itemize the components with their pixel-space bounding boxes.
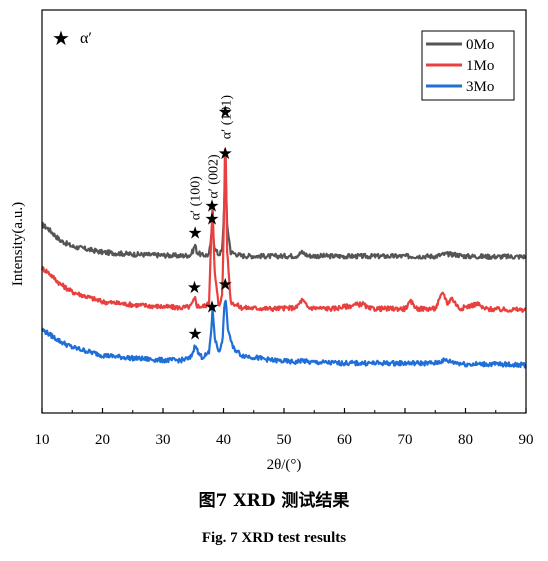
x-tick-label: 90 xyxy=(519,432,534,448)
x-tick-label: 70 xyxy=(398,432,413,448)
legend-label-0Mo: 0Mo xyxy=(466,37,494,53)
peak-star-0Mo-2: ★ xyxy=(204,210,219,229)
star-legend-label: α′ xyxy=(80,30,92,47)
figure-caption-english: Fig. 7 XRD test results xyxy=(201,530,347,546)
x-axis-ticks: 10 20 30 40 50 60 70 80 90 xyxy=(35,408,534,448)
peak-star-3Mo-3: ★ xyxy=(218,275,233,294)
figure-caption-chinese: 图7 XRD 测试结果 xyxy=(198,491,350,511)
series-line-1Mo xyxy=(40,148,527,313)
peak-star-0Mo-3: ★ xyxy=(218,144,233,163)
series-line-3Mo xyxy=(41,299,527,369)
peak-star-1Mo-2: ★ xyxy=(204,197,219,216)
peak-star-1Mo-1: ★ xyxy=(187,278,202,297)
x-tick-label: 40 xyxy=(216,432,231,448)
x-axis-title: 2θ/(°) xyxy=(267,457,302,473)
peak-star-3Mo-2: ★ xyxy=(204,298,219,317)
legend: 0Mo 1Mo 3Mo xyxy=(426,37,494,95)
series-line-0Mo xyxy=(41,175,527,260)
peak-star-0Mo-1: ★ xyxy=(187,223,202,242)
peak-label-1: α′ (100) xyxy=(189,176,204,221)
x-tick-label: 10 xyxy=(35,432,50,448)
x-tick-label: 20 xyxy=(95,432,110,448)
peak-star-3Mo-1: ★ xyxy=(187,324,202,343)
peak-star-1Mo-3: ★ xyxy=(218,103,233,122)
x-tick-label: 30 xyxy=(156,432,171,448)
peak-label-2: α′ (002) xyxy=(207,154,222,199)
peak-labels: α′ (100) α′ (002) α′ (101) xyxy=(189,95,235,221)
legend-label-3Mo: 3Mo xyxy=(466,79,494,95)
peak-label-3: α′ (101) xyxy=(219,95,234,140)
legend-label-1Mo: 1Mo xyxy=(466,58,494,74)
y-axis-title: Intensity(a.u.) xyxy=(10,202,26,286)
series-layer xyxy=(40,148,527,369)
x-tick-label: 60 xyxy=(337,432,352,448)
x-tick-label: 80 xyxy=(458,432,473,448)
x-tick-label: 50 xyxy=(277,432,292,448)
star-legend-symbol: ★ xyxy=(52,28,70,50)
peak-star-markers: ★★★★★★★★★ xyxy=(187,103,233,344)
